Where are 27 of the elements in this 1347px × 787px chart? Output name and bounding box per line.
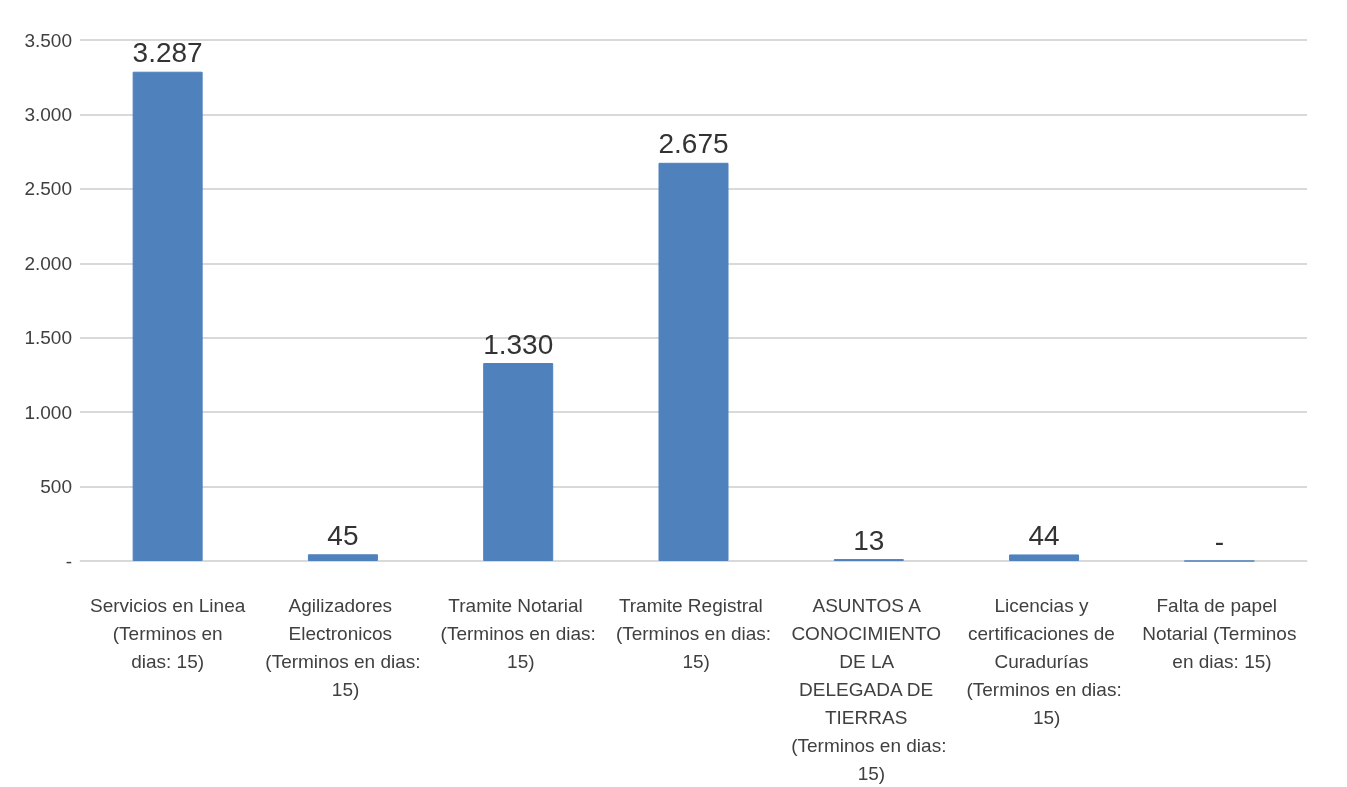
x-tick-label: Tramite Registral (Terminos en dias: 15) — [615, 594, 772, 672]
y-tick-label: 2.000 — [24, 252, 72, 274]
y-tick-label: 2.500 — [24, 178, 72, 200]
data-label: 3.287 — [132, 37, 203, 69]
bar — [1009, 554, 1080, 561]
bar — [132, 71, 203, 561]
x-tick-label: Licencias y certificaciones de Curadurías (Terminos en dias: 15) — [966, 594, 1122, 728]
y-tick-label: 500 — [40, 476, 72, 498]
y-tick-label: - — [65, 550, 72, 572]
data-label: 1.330 — [483, 328, 554, 360]
data-label: 13 — [853, 524, 885, 556]
data-label: 2.675 — [658, 128, 729, 160]
x-tick-label: Tramite Notarial (Terminos en dias: 15) — [440, 594, 596, 672]
x-tick-label: Servicios en Linea (Terminos en dias: 15) — [90, 594, 246, 672]
x-tick-label: Falta de papel Notarial (Terminos en dias: 15) — [1142, 594, 1297, 672]
data-label: 45 — [327, 519, 359, 551]
x-tick-label: Agilizadores Electronicos (Terminos en dias: 15) — [265, 594, 421, 700]
y-tick-label: 3.000 — [24, 103, 72, 125]
data-label: - — [1214, 526, 1225, 557]
bar — [307, 554, 378, 561]
bar — [658, 162, 729, 561]
x-tick-label: ASUNTOS A CONOCIMIENTO DE LA DELEGADA DE TIERRAS (Terminos en dias: 15) — [791, 594, 947, 784]
bar — [483, 363, 554, 561]
y-tick-label: 3.500 — [24, 29, 72, 51]
y-tick-label: 1.000 — [24, 401, 72, 423]
data-label: 44 — [1028, 519, 1060, 551]
y-tick-label: 1.500 — [24, 327, 72, 349]
